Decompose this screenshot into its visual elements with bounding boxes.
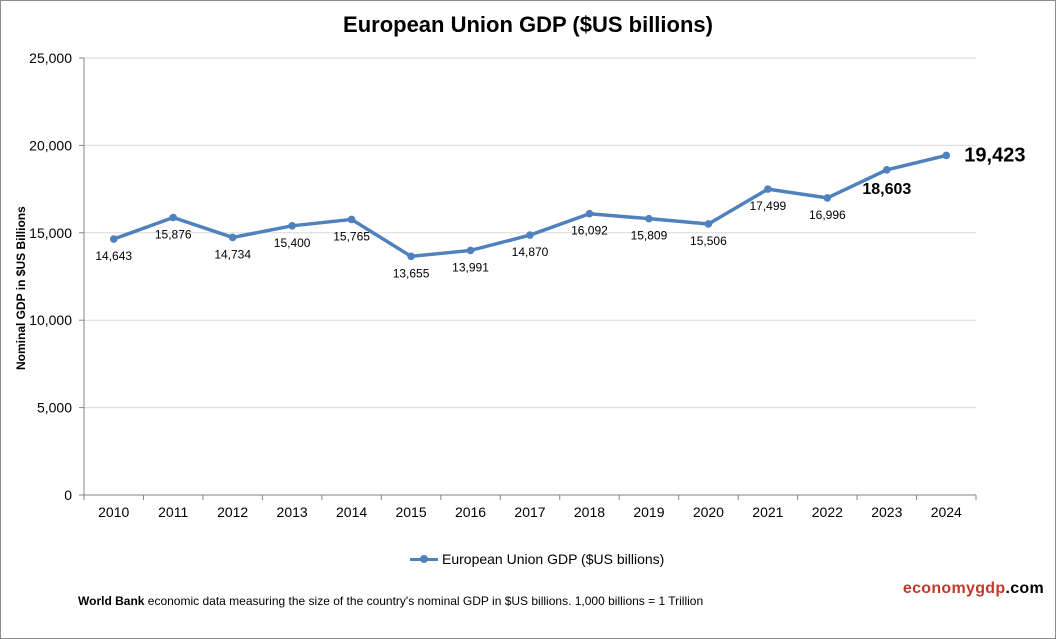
data-point — [942, 151, 951, 160]
y-tick-label: 0 — [64, 487, 72, 503]
data-label: 19,423 — [964, 144, 1025, 166]
legend: European Union GDP ($US billions) — [410, 551, 664, 567]
x-tick-label: 2017 — [514, 504, 545, 520]
x-tick-label: 2022 — [812, 504, 843, 520]
data-label: 17,499 — [750, 199, 787, 213]
data-point — [704, 220, 713, 228]
footnote: World Bank economic data measuring the s… — [78, 594, 703, 608]
data-point — [407, 252, 415, 261]
data-label: 18,603 — [862, 181, 911, 198]
data-point — [526, 231, 534, 239]
data-label: 16,996 — [809, 208, 846, 222]
x-tick-label: 2020 — [693, 504, 724, 520]
data-point — [347, 215, 356, 224]
footnote-source: World Bank — [78, 594, 145, 608]
data-point — [288, 222, 296, 230]
data-label: 15,876 — [155, 227, 192, 241]
data-point — [228, 233, 237, 242]
x-tick-label: 2012 — [217, 504, 248, 520]
x-tick-label: 2021 — [752, 504, 783, 520]
x-tick-label: 2011 — [158, 504, 188, 520]
y-tick-label: 20,000 — [29, 137, 72, 153]
data-label: 13,655 — [393, 266, 430, 280]
data-point — [109, 235, 118, 243]
data-label: 14,870 — [512, 245, 549, 259]
series-line — [113, 153, 947, 259]
y-tick-label: 25,000 — [29, 50, 72, 66]
data-point — [645, 214, 653, 223]
data-point — [764, 185, 772, 193]
data-point — [169, 213, 177, 222]
brand-logo: economygdp.com — [903, 580, 1044, 598]
data-point — [883, 166, 891, 174]
data-label: 16,092 — [571, 224, 608, 238]
brand-part1: economygdp — [902, 580, 1006, 597]
data-point — [466, 246, 475, 255]
data-point — [823, 194, 832, 202]
data-label: 15,765 — [333, 229, 370, 243]
data-point — [585, 209, 594, 218]
legend-label: European Union GDP ($US billions) — [442, 551, 665, 567]
x-tick-label: 2018 — [574, 504, 605, 520]
x-tick-label: 2024 — [931, 504, 962, 520]
data-label: 14,643 — [95, 249, 132, 263]
x-tick-label: 2014 — [336, 504, 367, 520]
y-tick-label: 5,000 — [37, 400, 72, 416]
data-label: 13,991 — [452, 260, 489, 274]
x-tick-label: 2010 — [98, 504, 129, 520]
x-tick-label: 2015 — [395, 504, 426, 520]
data-label: 14,734 — [214, 247, 251, 261]
y-tick-label: 10,000 — [29, 312, 72, 328]
data-label: 15,400 — [274, 236, 311, 250]
y-tick-label: 15,000 — [29, 225, 72, 241]
legend-marker-icon — [410, 553, 438, 565]
x-tick-label: 2013 — [277, 504, 308, 520]
x-tick-label: 2016 — [455, 504, 486, 520]
chart-title: European Union GDP ($US billions) — [343, 12, 713, 37]
x-tick-label: 2023 — [871, 504, 902, 520]
x-tick-label: 2019 — [633, 504, 664, 520]
footnote-text: economic data measuring the size of the … — [144, 594, 704, 608]
brand-part2: .com — [1005, 580, 1044, 597]
data-label: 15,506 — [690, 234, 727, 248]
data-label: 15,809 — [631, 229, 668, 243]
